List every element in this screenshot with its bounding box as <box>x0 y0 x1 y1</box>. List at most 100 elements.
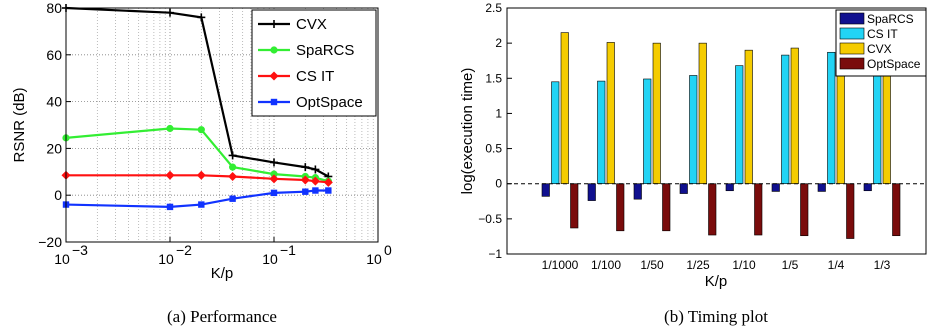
bar-optspace <box>616 183 625 232</box>
timing-bars <box>541 32 901 239</box>
y-tick-label: 0 <box>495 177 502 191</box>
x-category-label: 1/1000 <box>542 258 579 272</box>
marker-circle <box>197 126 205 134</box>
timing-ylabel: log(execution time) <box>459 68 476 195</box>
legend-swatch-sparcs <box>839 12 865 25</box>
legend-swatch-cvx <box>839 42 865 55</box>
x-category-label: 1/5 <box>782 258 799 272</box>
bar-optspace <box>708 183 717 236</box>
legend-label-sparcs: SpaRCS <box>296 42 354 59</box>
performance-ylabel: RSNR (dB) <box>11 87 28 162</box>
y-tick-label: 80 <box>46 0 62 16</box>
marker-diamond <box>323 177 333 187</box>
marker-circle <box>270 46 278 54</box>
y-tick-label: 0 <box>54 187 62 203</box>
marker-square <box>229 195 236 202</box>
x-tick-label: 10 <box>54 251 70 267</box>
x-category-label: 1/100 <box>591 258 621 272</box>
marker-diamond <box>269 71 279 81</box>
bar-cs-it <box>597 80 606 185</box>
bar-optspace <box>800 183 809 237</box>
performance-legend: CVX SpaRCS CS IT OptSpace <box>251 9 377 117</box>
performance-plot-frame <box>65 7 379 243</box>
marker-diamond <box>300 175 310 185</box>
y-tick-label: 0.5 <box>485 142 502 156</box>
bar-cvx <box>560 32 569 185</box>
marker-diamond <box>228 171 238 181</box>
bar-cs-it <box>689 75 698 185</box>
bar-sparcs <box>817 183 826 192</box>
x-tick-exponent: −2 <box>176 242 192 258</box>
legend-label-sparcs: SpaRCS <box>867 12 914 26</box>
bar-sparcs <box>587 183 596 201</box>
legend-swatch-cs-it <box>839 27 865 40</box>
y-tick-label: 1.5 <box>485 71 502 85</box>
marker-circle <box>166 124 174 133</box>
bar-cs-it <box>781 54 790 185</box>
marker-circle <box>229 163 237 171</box>
y-tick-label: −1 <box>488 247 502 261</box>
marker-square <box>166 203 174 211</box>
x-category-label: 1/4 <box>828 258 845 272</box>
y-tick-label: 60 <box>46 47 62 63</box>
bar-cs-it <box>643 78 652 185</box>
marker-square <box>198 201 205 208</box>
x-category-label: 1/3 <box>874 258 891 272</box>
bar-sparcs <box>771 183 780 192</box>
bar-cvx <box>698 42 707 185</box>
marker-diamond <box>165 170 175 180</box>
series-line-optspace <box>65 189 329 209</box>
bar-cs-it <box>735 65 744 185</box>
x-tick-label: 10 <box>366 251 382 267</box>
x-tick-exponent: −1 <box>280 242 296 258</box>
y-tick-label: 2 <box>495 36 502 50</box>
marker-diamond <box>269 174 279 184</box>
bar-optspace <box>570 183 579 229</box>
x-tick-exponent: −3 <box>72 242 88 258</box>
x-category-label: 1/25 <box>686 258 710 272</box>
bar-optspace <box>892 183 901 237</box>
y-tick-label: 2.5 <box>485 1 502 15</box>
bar-optspace <box>662 183 671 232</box>
legend-label-cs-it: CS IT <box>867 27 898 41</box>
performance-series <box>61 4 333 211</box>
bar-cvx <box>606 42 615 185</box>
bar-sparcs <box>541 183 550 197</box>
bar-cvx <box>744 49 753 185</box>
x-tick-exponent: 0 <box>384 242 392 258</box>
timing-plot-frame <box>506 7 927 255</box>
bar-cs-it <box>827 51 836 185</box>
timing-ticks: −1 −0.5 0 0.5 1 1.5 2 2.5 1/1000 1/100 1/50 1/25 1/1… <box>478 1 890 272</box>
bar-cs-it <box>551 81 560 185</box>
bar-optspace <box>754 183 763 236</box>
legend-label-optspace: OptSpace <box>867 57 921 71</box>
bar-optspace <box>846 183 855 239</box>
x-category-label: 1/50 <box>640 258 664 272</box>
marker-diamond <box>196 170 206 180</box>
marker-diamond <box>310 176 320 186</box>
bar-sparcs <box>633 183 642 200</box>
timing-xlabel: K/p <box>705 273 728 290</box>
performance-xlabel: K/p <box>211 265 234 282</box>
x-tick-label: 10 <box>262 251 278 267</box>
timing-chart: −1 −0.5 0 0.5 1 1.5 2 2.5 1/1000 1/100 1/50 1/25 1/1… <box>459 1 927 326</box>
y-tick-label: 20 <box>46 140 62 156</box>
timing-caption: (b) Timing plot <box>664 307 768 326</box>
y-tick-label: 1 <box>495 106 502 120</box>
marker-square <box>270 189 278 197</box>
legend-label-cvx: CVX <box>296 16 327 33</box>
bar-sparcs <box>725 183 734 192</box>
series-line-sparcs <box>65 127 329 183</box>
bar-cvx <box>652 42 661 185</box>
bar-sparcs <box>863 183 872 192</box>
marker-square <box>302 188 309 195</box>
bar-sparcs <box>679 183 688 194</box>
x-tick-label: 10 <box>158 251 174 267</box>
x-category-label: 1/10 <box>732 258 756 272</box>
legend-label-cs-it: CS IT <box>296 68 334 85</box>
performance-caption: (a) Performance <box>167 307 277 326</box>
bar-cvx <box>790 47 799 185</box>
